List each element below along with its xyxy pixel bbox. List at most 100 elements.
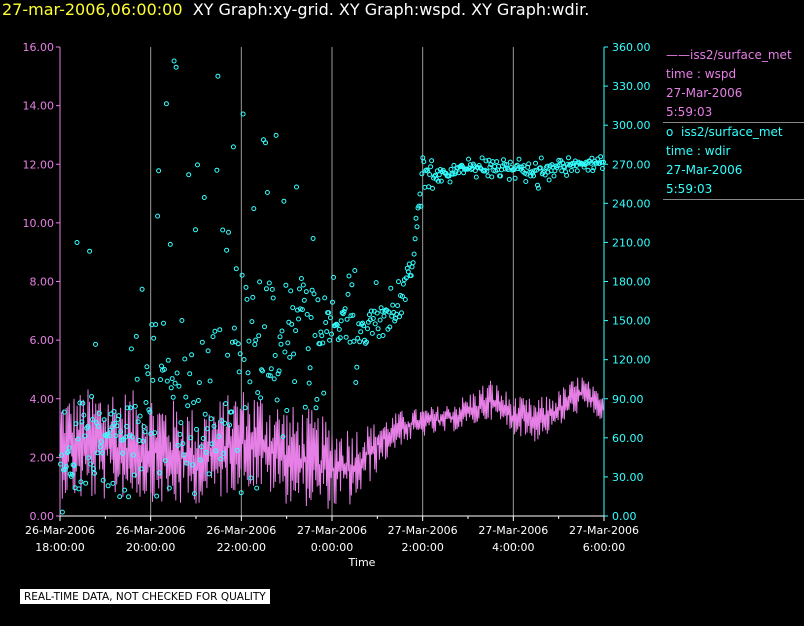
wdir-point [337,335,343,341]
wdir-point [277,334,283,340]
wdir-point [566,155,571,161]
wdir-point [140,438,146,444]
wdir-point [387,324,393,330]
wdir-point [538,155,544,161]
wdir-point [77,400,83,406]
wdir-point [169,376,175,382]
wdir-point [526,161,532,167]
wdir-point [214,167,220,173]
wdir-point [245,370,251,376]
wdir-point [320,340,326,346]
wdir-point [477,165,483,171]
wdir-point [408,273,414,279]
wdir-point [282,349,288,355]
wdir-point [125,405,130,411]
wdir-point [195,398,201,403]
wdir-point [294,184,299,190]
wdir-point [456,170,462,176]
wdir-point [421,159,427,165]
wdir-point [485,173,491,179]
wdir-point [308,315,314,320]
wdir-point [168,385,174,391]
wdir-point [473,174,479,180]
wdir-point [274,397,280,403]
wdir-point [399,310,404,316]
wdir-point [183,394,189,400]
wdir-point [184,460,190,466]
wdir-point [271,376,277,382]
wdir-point [521,163,527,169]
wdir-point [321,390,327,396]
wdir-point [82,433,88,439]
wdir-point [301,297,307,303]
wdir-point [353,380,359,385]
x-tick-label-date: 26-Mar-2006 [206,524,276,537]
x-tick-label-time: 6:00:00 [583,541,625,554]
legend-wspd-date: 27-Mar-2006 [666,86,743,100]
wdir-point [243,284,249,290]
wdir-point [58,461,63,467]
wdir-point [146,407,152,413]
wdir-point [285,340,291,346]
legend-wspd-variable: time : wspd [666,67,737,81]
wdir-point [588,160,594,166]
wdir-point [390,302,396,308]
wdir-point [346,273,352,279]
wdir-point [349,282,355,288]
wdir-point [240,111,246,117]
wdir-point [348,313,354,319]
y-left-tick-label: 12.00 [23,158,55,171]
wdir-point [413,215,419,221]
wdir-point [145,371,151,377]
wdir-point [204,426,210,432]
wdir-point [292,379,298,385]
wdir-point [105,483,111,489]
wdir-point [226,229,231,235]
wdir-point [177,431,183,437]
wdir-point [305,346,311,352]
wdir-point [574,168,580,174]
wdir-point [591,165,597,171]
wdir-point [334,322,340,328]
wdir-point [326,310,332,316]
wdir-point [215,73,221,79]
wdir-point [74,240,80,245]
wdir-point [402,297,408,302]
wdir-point [79,419,85,425]
wdir-point [91,466,96,472]
wdir-point [319,333,325,339]
wdir-point [195,162,200,168]
wdir-point [360,320,366,326]
wdir-point [219,418,225,424]
wdir-point [98,439,104,445]
wdir-point [249,319,255,325]
wdir-point [73,421,79,427]
wdir-point [171,58,177,64]
wdir-point [192,491,197,497]
wdir-point [227,422,232,428]
wdir-point [218,456,224,462]
wdir-point [342,306,348,312]
wdir-point [370,316,376,321]
wdir-point [113,433,119,439]
wdir-point [450,171,456,177]
wdir-point [198,444,204,450]
wdir-point [572,158,578,164]
wdir-point [108,411,114,417]
wdir-point [153,322,159,327]
wdir-point [229,409,234,415]
wdir-point [409,264,415,270]
wdir-point [272,353,278,358]
wdir-point [208,416,214,422]
wdir-point [216,433,222,439]
wdir-point [166,485,172,491]
wdir-point [66,445,72,451]
x-tick-label-time: 22:00:00 [217,541,266,554]
wdir-point [134,376,140,382]
wdir-point [111,409,117,414]
y-right-tick-label: 60.00 [612,432,644,445]
wdir-point [164,378,170,384]
y-left-tick-label: 0.00 [30,510,55,523]
wdir-point [221,450,227,456]
wdir-point [589,155,595,161]
